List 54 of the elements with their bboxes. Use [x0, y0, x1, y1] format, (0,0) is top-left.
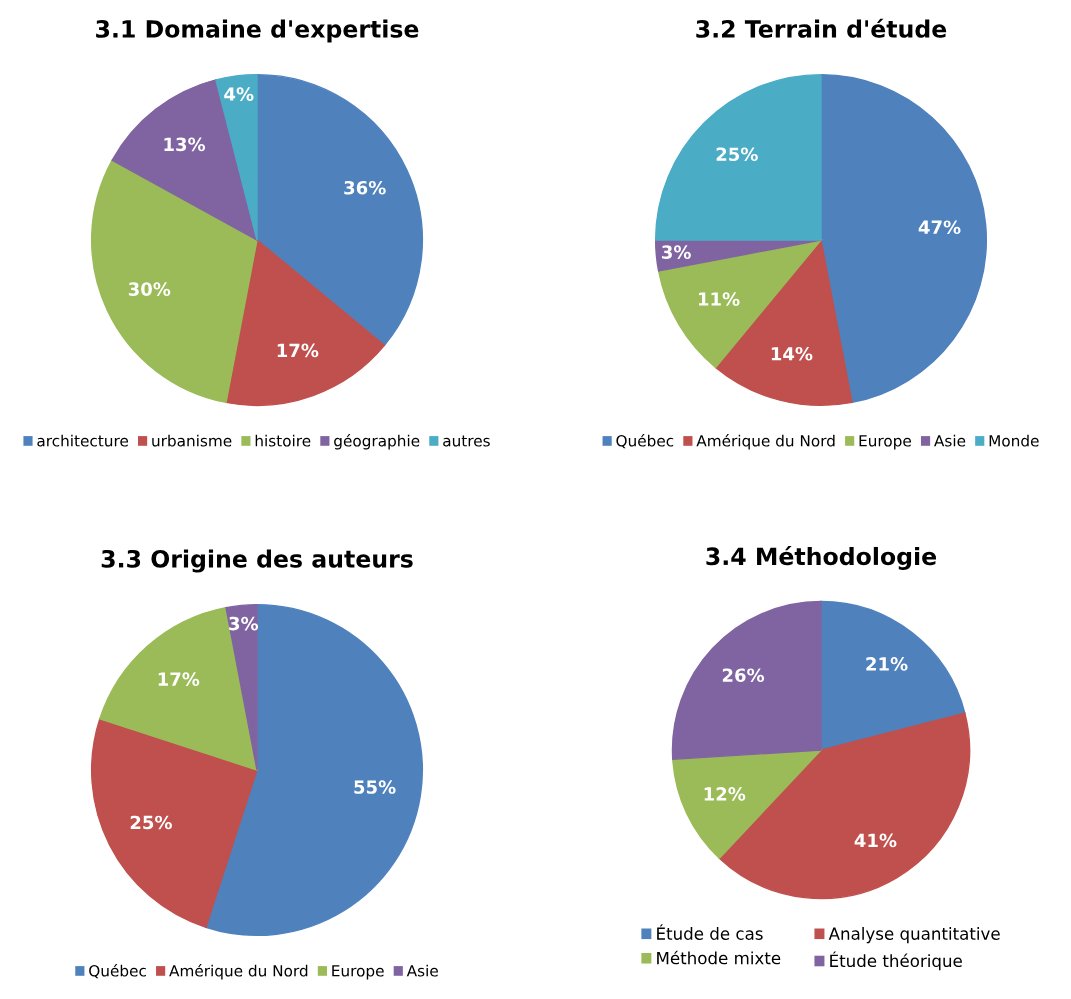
legend-label: Asie [406, 964, 438, 977]
pie-slice [820, 73, 987, 404]
pie-slice [90, 718, 258, 928]
data-label: 30% [128, 282, 171, 296]
legend-label: Étude théorique [830, 951, 962, 971]
data-label: 47% [918, 220, 961, 235]
data-label: 17% [158, 672, 200, 686]
legend-label: histoire [255, 434, 311, 447]
legend-label: autres [443, 435, 490, 447]
legend-label: Europe [859, 435, 911, 450]
legend-label: Amérique du Nord [696, 434, 835, 450]
data-label: 26% [722, 668, 765, 683]
legend-label: Europe [332, 965, 384, 980]
data-label: 3% [229, 616, 259, 631]
legend-label: Méthode mixte [657, 950, 781, 965]
data-label: 13% [164, 137, 206, 152]
pie-slice [657, 239, 822, 369]
pie-slice [225, 603, 258, 771]
pie-slice [225, 239, 386, 407]
data-label: 21% [866, 657, 908, 671]
legend-label: Québec [89, 964, 146, 979]
pie-slice [111, 79, 258, 241]
data-label: 17% [277, 343, 319, 358]
data-label: 41% [854, 833, 897, 848]
pie-slice [671, 600, 822, 761]
chart-title: 3.1 Domaine d'expertise [96, 19, 419, 43]
pie-slice [820, 600, 966, 751]
legend-label: architecture [37, 434, 129, 447]
chart-title: 3.2 Terrain d'étude [696, 18, 947, 38]
legend-label: Monde [989, 434, 1039, 447]
data-label: 11% [698, 292, 740, 306]
legend-label: Québec [616, 434, 674, 449]
chart-title: 3.3 Origine des auteurs [101, 549, 413, 573]
data-label: 25% [716, 147, 758, 162]
data-label: 25% [130, 815, 172, 830]
pie-slice [672, 749, 822, 859]
legend-label: urbanisme [152, 434, 232, 447]
data-label: 4% [224, 87, 254, 101]
legend-label: Analyse quantitative [828, 927, 1000, 944]
data-label: 14% [771, 346, 813, 361]
legend-label: Asie [934, 434, 966, 447]
legend-label: Amérique du Nord [169, 964, 308, 980]
pie-slice [99, 606, 258, 771]
chart-title: 3.4 Méthodologie [706, 546, 937, 570]
pie-slice [215, 73, 258, 241]
data-label: 55% [354, 780, 396, 794]
legend-label: Étude de cas [657, 924, 763, 940]
pie-slice [205, 603, 424, 937]
pie-slice [90, 159, 258, 404]
pie-slice [654, 73, 822, 241]
data-label: 3% [662, 245, 691, 259]
data-label: 12% [704, 787, 746, 801]
legend-label: géographie [334, 434, 420, 450]
data-label: 36% [344, 180, 386, 195]
